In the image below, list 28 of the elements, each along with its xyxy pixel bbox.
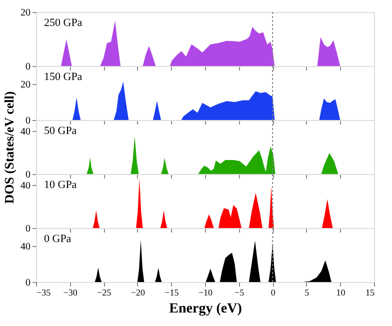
x-tick-label: −35 [36, 288, 52, 298]
y-tick-label: 20 [20, 8, 30, 18]
y-tick-label: 0 [26, 224, 30, 234]
x-tick-label: −10 [198, 288, 214, 298]
x-tick-label: 15 [366, 288, 375, 298]
y-tick-label: 40 [20, 126, 30, 138]
y-tick-label: 20 [20, 80, 30, 90]
annotation: 10 GPa [44, 179, 77, 191]
x-tick-label: −5 [234, 288, 245, 298]
annotation: 250 GPa [44, 17, 82, 29]
x-tick-label: −15 [164, 288, 180, 298]
y-tick-label: 0 [26, 170, 30, 180]
x-tick-label: 10 [336, 288, 346, 298]
annotation: 50 GPa [44, 125, 77, 137]
x-axis-title: Energy (eV) [169, 302, 242, 316]
y-tick-label: 40 [20, 242, 30, 252]
annotation: 0 GPa [44, 233, 72, 245]
y-tick-label: 0 [26, 62, 30, 72]
x-tick-label: 0 [270, 288, 276, 298]
y-tick-label: 40 [20, 180, 30, 192]
y-axis-title: DOS (States/eV cell) [2, 91, 16, 204]
y-tick-label: 0 [26, 116, 30, 126]
x-tick-label: −25 [97, 288, 112, 298]
y-tick-label: 0 [26, 278, 30, 288]
x-tick-label: 5 [304, 288, 310, 298]
x-tick-label: −20 [130, 288, 146, 298]
x-tick-label: −30 [63, 288, 78, 298]
annotation: 150 GPa [44, 71, 82, 83]
